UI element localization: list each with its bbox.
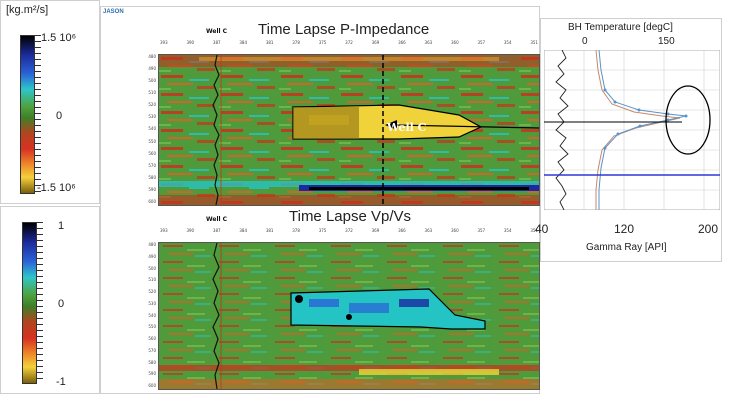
- panel-bottom-trace-axis: 393 390 387 384 381 378 375 372 369 366 …: [160, 228, 538, 242]
- depth-tick: 480: [148, 54, 156, 59]
- trace-tick: 378: [292, 228, 300, 233]
- trace-tick: 390: [186, 228, 195, 233]
- depth-tick: 480: [148, 242, 156, 247]
- depth-tick: 540: [148, 126, 156, 132]
- depth-tick: 550: [148, 324, 156, 330]
- software-logo: JASON: [103, 9, 124, 15]
- trace-tick: 384: [239, 40, 247, 45]
- bh-top-tick-0: 0: [582, 36, 588, 47]
- colorbar-top-unit: [kg.m²/s]: [6, 4, 49, 16]
- colorbar-top-panel: [kg.m²/s] 1.5 10⁶ 0 -1.5 10⁶: [0, 0, 100, 204]
- trace-tick: 390: [186, 40, 195, 45]
- trace-tick: 351: [530, 228, 538, 233]
- colorbar-top-gradient: [20, 35, 35, 194]
- trace-tick: 372: [345, 228, 353, 233]
- colorbar-bottom-mid: 0: [58, 298, 65, 310]
- trace-tick: 378: [292, 40, 300, 45]
- depth-tick: 590: [148, 186, 156, 192]
- trace-tick: 375: [318, 228, 327, 233]
- depth-tick: 600: [148, 383, 156, 388]
- trace-tick: 381: [265, 40, 274, 45]
- trace-tick: 393: [160, 228, 168, 233]
- trace-tick: 387: [212, 228, 221, 233]
- depth-tick: 500: [148, 78, 156, 84]
- trace-tick: 393: [160, 40, 168, 45]
- bh-bottom-tick-2: 200: [698, 222, 719, 236]
- panel-top-title: Time Lapse P-Impedance: [258, 21, 430, 38]
- depth-tick: 590: [148, 371, 156, 377]
- colorbar-bottom-ticks: [37, 222, 43, 382]
- depth-tick: 550: [148, 138, 156, 144]
- depth-tick: 560: [148, 150, 156, 156]
- trace-tick: 357: [477, 40, 486, 45]
- trace-tick: 366: [398, 228, 406, 233]
- trace-tick: 357: [477, 228, 486, 233]
- seismic-bottom-svg: [159, 243, 539, 389]
- trace-tick: 363: [424, 228, 433, 233]
- panel-bottom-well-label: Well C: [206, 216, 228, 223]
- colorbar-top-min: -1.5 10⁶: [37, 182, 76, 194]
- seismic-top-svg: [159, 55, 539, 205]
- trace-tick: 360: [450, 40, 459, 45]
- trace-tick: 360: [450, 228, 459, 233]
- depth-tick: 530: [148, 114, 156, 120]
- seismic-section-bottom[interactable]: [158, 242, 540, 390]
- bh-plot-svg: [544, 50, 720, 210]
- depth-tick: 570: [148, 162, 156, 168]
- depth-tick: 500: [148, 265, 156, 271]
- anomaly-label: Well C: [387, 121, 427, 134]
- colorbar-top-max: 1.5 10⁶: [41, 32, 77, 44]
- depth-tick: 600: [148, 198, 156, 204]
- depth-tick: 580: [148, 174, 156, 180]
- depth-tick: 560: [148, 336, 156, 341]
- depth-tick: 520: [148, 289, 156, 294]
- colorbar-top-ticks: [35, 35, 41, 192]
- depth-tick: 540: [148, 312, 156, 318]
- colorbar-top-frame: [0, 0, 100, 204]
- panel-bottom-depth-axis: 480 490 500 510 520 530 540 550 560 570 …: [136, 242, 156, 388]
- colorbar-bottom-frame: [0, 206, 100, 394]
- trace-tick: 372: [345, 40, 353, 45]
- colorbar-top-mid: 0: [56, 110, 63, 122]
- trace-tick: 363: [424, 40, 433, 45]
- trace-tick: 375: [318, 40, 327, 45]
- depth-tick: 510: [148, 277, 156, 283]
- trace-tick: 354: [503, 228, 512, 233]
- trace-tick: 369: [371, 40, 380, 45]
- bh-bottom-title: Gamma Ray [API]: [586, 242, 667, 253]
- depth-tick: 580: [148, 359, 156, 365]
- trace-tick: 351: [530, 40, 538, 45]
- panel-top-trace-axis: 393 390 387 384 381 378 375 372 369 366 …: [160, 40, 538, 54]
- trace-tick: 381: [265, 228, 274, 233]
- depth-tick: 510: [148, 90, 156, 96]
- depth-tick: 570: [148, 347, 156, 353]
- depth-tick: 490: [148, 253, 156, 259]
- panel-top-well-label: Well C: [206, 28, 228, 35]
- bh-top-tick-1: 150: [658, 36, 675, 47]
- bh-top-title: BH Temperature [degC]: [568, 22, 673, 33]
- trace-tick: 384: [239, 228, 247, 233]
- depth-tick: 490: [148, 66, 156, 72]
- bh-bottom-tick-0: 40: [535, 222, 549, 236]
- bh-plot[interactable]: [544, 50, 720, 210]
- colorbar-bottom-min: -1: [56, 376, 66, 388]
- trace-tick: 354: [503, 40, 512, 45]
- panel-top-depth-axis: 480 490 500 510 520 530 540 550 560 570 …: [136, 54, 156, 204]
- colorbar-bottom-max: 1: [58, 220, 65, 232]
- trace-tick: 366: [398, 40, 406, 45]
- colorbar-bottom-panel: 1 0 -1: [0, 206, 100, 394]
- bh-bottom-tick-1: 120: [614, 222, 635, 236]
- panel-bottom-title: Time Lapse Vp/Vs: [289, 208, 411, 225]
- depth-tick: 520: [148, 102, 156, 108]
- trace-tick: 369: [371, 228, 380, 233]
- depth-tick: 530: [148, 300, 156, 306]
- trace-tick: 387: [212, 40, 221, 45]
- seismic-section-top[interactable]: Well C: [158, 54, 540, 206]
- colorbar-bottom-gradient: [22, 222, 37, 384]
